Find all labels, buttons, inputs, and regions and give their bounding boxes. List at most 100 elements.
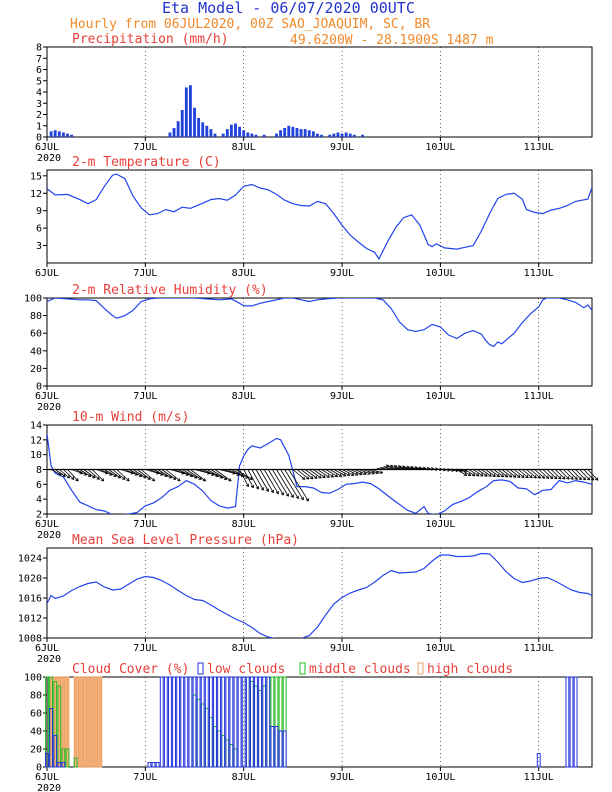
- precip-bar: [66, 133, 69, 137]
- x-tick-label: 7JUL: [133, 519, 157, 530]
- wind-arrow: [108, 469, 121, 479]
- y-tick-label: 6: [36, 224, 42, 235]
- wind-arrow-head: [363, 471, 367, 476]
- cloud-bar-low-clouds: [188, 676, 193, 768]
- precip-bar: [242, 130, 246, 137]
- plot-frame: [46, 169, 593, 264]
- cloud-bar-low-clouds: [536, 753, 541, 768]
- cloud-bar-high-clouds: [73, 676, 78, 768]
- panel-title: 2-m Relative Humidity (%): [72, 283, 268, 298]
- precip-bar: [295, 128, 299, 137]
- cloud-bar-low-clouds: [155, 762, 160, 768]
- wind-arrow-head: [590, 477, 595, 481]
- wind-arrow-head: [338, 473, 343, 477]
- wind-arrow-head: [545, 475, 550, 479]
- y-tick-label: 2: [36, 510, 42, 521]
- wind-arrow-head: [549, 475, 554, 480]
- temp-series-line: [47, 173, 592, 261]
- y-tick-label: 100: [24, 294, 42, 305]
- x-tick-label: 9JUL: [330, 391, 354, 402]
- wind-arrow: [206, 469, 223, 479]
- panel-temp: 3 6 9 12 15 6JUL 7JUL 8JUL 9JUL 10JUL 11JUL 2-m Tem…: [30, 155, 593, 279]
- cloud-bar-low-clouds: [221, 676, 226, 768]
- y-tick-label: 8: [36, 465, 42, 476]
- wind-arrow: [325, 469, 338, 478]
- wind-arrow: [223, 469, 240, 476]
- y-tick-label: 7: [36, 54, 42, 65]
- wind-arrow: [132, 469, 147, 479]
- wind-arrow: [309, 469, 322, 479]
- precip-bar: [61, 132, 65, 137]
- wind-arrow-head: [62, 473, 66, 477]
- wind-arrow: [136, 469, 151, 480]
- precip-bar: [172, 128, 176, 137]
- wind-arrow: [243, 469, 254, 489]
- wind-arrow: [177, 469, 194, 477]
- wind-arrow-head: [346, 472, 351, 477]
- rh-series-line: [47, 298, 592, 348]
- y-tick-label: 100: [24, 673, 42, 684]
- wind-arrow-head: [379, 470, 384, 474]
- wind-arrow-head: [521, 474, 525, 478]
- wind-arrow: [63, 469, 75, 480]
- wind-arrow: [210, 469, 228, 480]
- wind-arrow-head: [290, 494, 294, 498]
- wind-arrow: [530, 469, 541, 479]
- cloud-bar-middle-clouds: [65, 748, 70, 768]
- cloud-bar-low-clouds: [200, 676, 205, 768]
- wind-arrow: [198, 469, 215, 476]
- wind-arrow-head: [322, 474, 326, 479]
- wind-arrow: [538, 469, 549, 479]
- wind-arrow: [563, 469, 574, 480]
- wind-arrow: [395, 466, 410, 470]
- wind-arrow: [83, 469, 96, 479]
- wind-arrow: [329, 469, 342, 477]
- wind-arrow: [509, 469, 521, 478]
- wind-arrow: [71, 469, 83, 474]
- wind-arrow-head: [117, 475, 122, 479]
- wind-arrow: [485, 469, 496, 477]
- legend-label-low-clouds: low clouds: [207, 662, 285, 677]
- wind-arrow-head: [541, 475, 546, 479]
- wind-arrow-head: [151, 478, 156, 482]
- wind-arrow: [247, 469, 259, 490]
- panel-cloud: 0 20 40 60 80 100 6JUL 7JUL 8JUL 9JUL 10JUL 11JUL 20…: [24, 662, 593, 792]
- cloud-bar-low-clouds: [208, 676, 213, 768]
- wind-arrow-head: [480, 473, 484, 477]
- y-tick-label: 14: [30, 421, 42, 432]
- legend-label-high-clouds: high clouds: [427, 662, 513, 677]
- wind-arrow-head: [355, 472, 359, 476]
- wind-arrow: [173, 469, 189, 476]
- wind-arrow: [140, 469, 155, 482]
- x-tick-label: 6JUL: [35, 268, 59, 279]
- y-tick-label: 2: [36, 110, 42, 121]
- wind-arrow: [575, 469, 586, 481]
- wind-arrow: [477, 469, 488, 477]
- cloud-bar-low-clouds: [229, 676, 234, 768]
- wind-arrow-head: [562, 476, 566, 480]
- wind-arrow: [96, 469, 109, 474]
- wind-arrow-head: [245, 483, 249, 488]
- x-tick-label: 8JUL: [232, 391, 256, 402]
- x-tick-label: 10JUL: [425, 772, 455, 783]
- x-tick-label: 9JUL: [330, 142, 354, 153]
- cloud-bar-low-clouds: [151, 762, 156, 768]
- cloud-bar-low-clouds: [282, 730, 287, 768]
- x-tick-label: 6JUL: [35, 519, 59, 530]
- precip-bar: [168, 132, 172, 137]
- precip-bar: [316, 133, 319, 137]
- cloud-bar-low-clouds: [565, 676, 570, 768]
- y-tick-label: 4: [36, 495, 42, 506]
- wind-arrow: [153, 469, 168, 477]
- y-tick-label: 20: [30, 364, 42, 375]
- cloud-bar-low-clouds: [573, 676, 578, 768]
- wind-arrow: [263, 469, 279, 495]
- x-tick-label: 9JUL: [330, 643, 354, 654]
- wind-arrow-head: [260, 487, 264, 491]
- cloud-bar-low-clouds: [180, 676, 185, 768]
- wind-arrow-head: [492, 473, 496, 477]
- panel-mslp: 1008 1012 1016 1020 1024 6JUL 7JUL 8JUL 9JUL 10JU…: [18, 533, 593, 665]
- wind-arrow: [411, 467, 426, 470]
- wind-arrow: [79, 469, 92, 477]
